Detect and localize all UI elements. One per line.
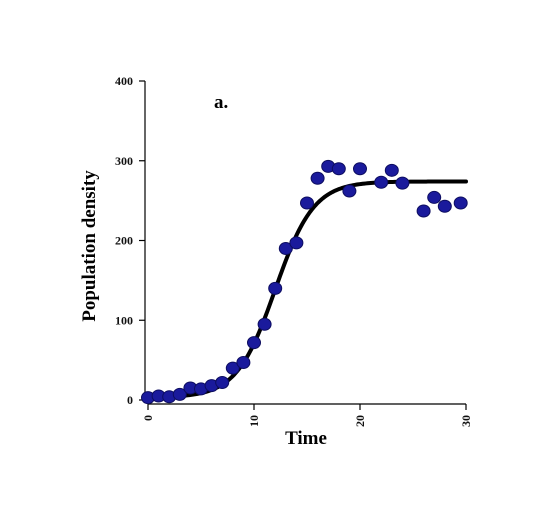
data-point — [310, 171, 325, 185]
data-point — [278, 241, 293, 255]
data-point — [215, 375, 230, 389]
data-point — [172, 387, 187, 401]
data-point — [427, 190, 442, 204]
y-tick-label: 300 — [115, 154, 133, 168]
axes: 0 100 200 300 400 0 10 20 30 — [115, 74, 473, 427]
y-axis-title: Population density — [79, 170, 100, 322]
data-point — [236, 356, 251, 370]
data-point — [342, 184, 357, 198]
data-point — [257, 317, 272, 331]
data-point — [247, 336, 261, 350]
data-point — [225, 361, 240, 375]
y-tick-label: 100 — [115, 313, 133, 327]
y-tick-label: 0 — [127, 393, 133, 407]
data-point — [353, 162, 367, 176]
y-tick-label: 200 — [115, 234, 133, 248]
x-tick-label: 10 — [247, 415, 261, 427]
data-point — [395, 176, 410, 190]
x-tick-label: 0 — [141, 415, 155, 421]
data-point — [416, 204, 431, 218]
x-tick-label: 30 — [459, 415, 473, 427]
panel-label: a. — [214, 92, 228, 113]
data-point — [268, 281, 283, 295]
data-points-layer — [141, 159, 468, 405]
data-point — [331, 162, 346, 176]
data-point — [437, 199, 452, 213]
data-point — [384, 163, 399, 177]
x-tick-label: 20 — [353, 415, 367, 427]
y-tick-label: 400 — [115, 74, 133, 88]
data-point — [374, 175, 389, 189]
data-point — [453, 196, 468, 210]
data-point — [289, 236, 304, 250]
x-axis-title: Time — [285, 428, 327, 449]
data-point — [300, 196, 314, 210]
